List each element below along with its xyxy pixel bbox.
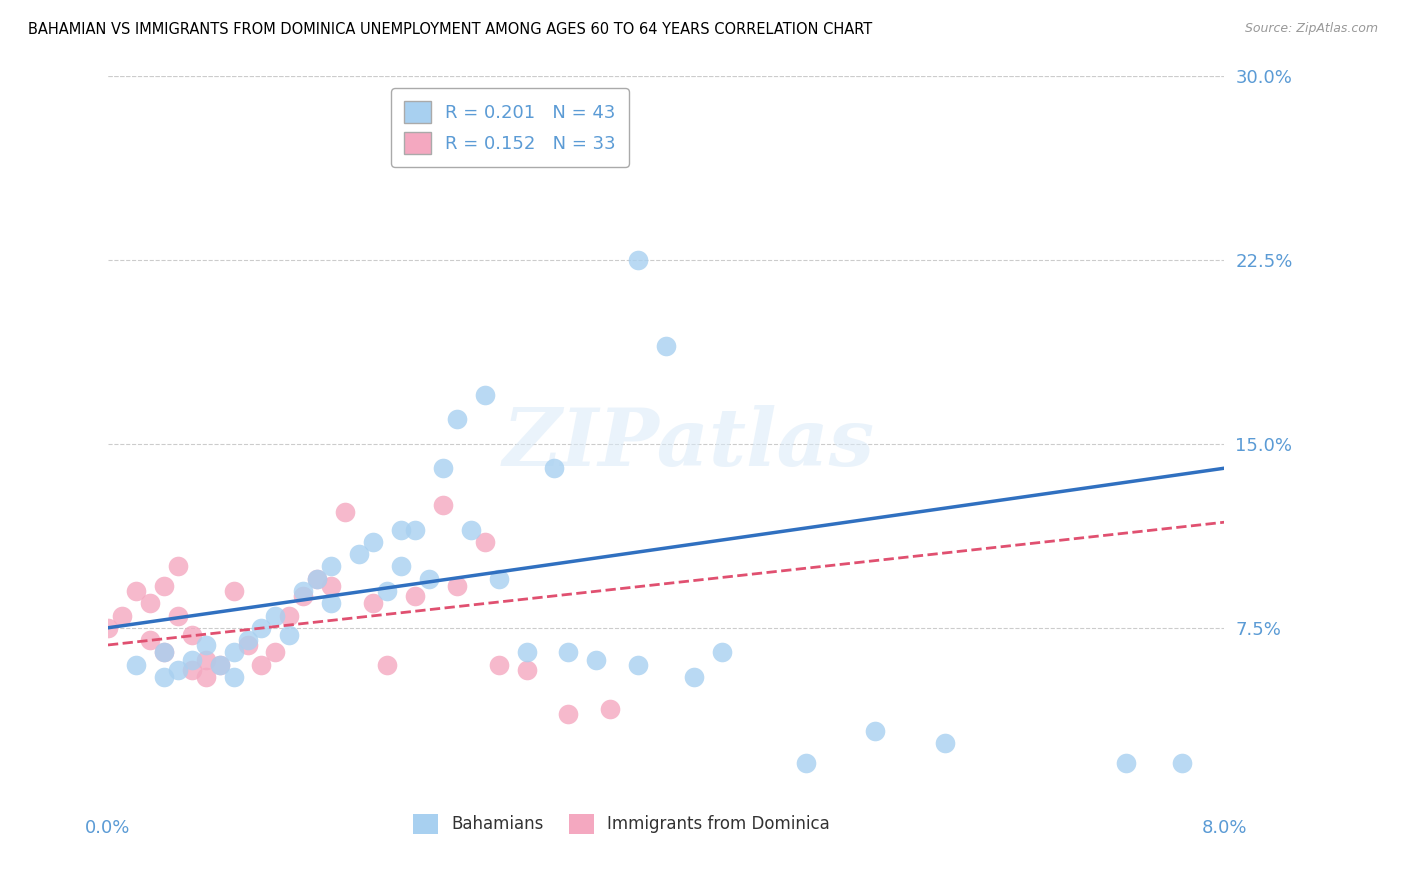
Point xyxy=(404,589,426,603)
Point xyxy=(222,645,245,659)
Point xyxy=(180,663,202,677)
Point xyxy=(432,498,454,512)
Point xyxy=(557,706,579,721)
Point xyxy=(333,505,356,519)
Point xyxy=(655,338,678,352)
Point xyxy=(361,534,384,549)
Point xyxy=(208,657,231,672)
Point xyxy=(208,657,231,672)
Point xyxy=(432,461,454,475)
Point xyxy=(321,559,343,574)
Point xyxy=(585,653,607,667)
Point xyxy=(321,596,343,610)
Point xyxy=(557,645,579,659)
Point xyxy=(375,657,398,672)
Text: BAHAMIAN VS IMMIGRANTS FROM DOMINICA UNEMPLOYMENT AMONG AGES 60 TO 64 YEARS CORR: BAHAMIAN VS IMMIGRANTS FROM DOMINICA UNE… xyxy=(28,22,872,37)
Point xyxy=(125,657,148,672)
Point xyxy=(278,628,301,642)
Point xyxy=(361,596,384,610)
Point xyxy=(152,579,174,593)
Point xyxy=(166,559,188,574)
Point xyxy=(460,523,482,537)
Point xyxy=(236,638,259,652)
Point xyxy=(404,523,426,537)
Point xyxy=(111,608,134,623)
Point xyxy=(543,461,565,475)
Point xyxy=(194,638,217,652)
Point xyxy=(264,645,287,659)
Point xyxy=(307,572,329,586)
Point xyxy=(307,572,329,586)
Point xyxy=(1171,756,1194,770)
Point xyxy=(180,628,202,642)
Point xyxy=(194,653,217,667)
Point xyxy=(292,584,315,599)
Point xyxy=(139,596,162,610)
Point xyxy=(264,608,287,623)
Point xyxy=(627,657,650,672)
Point xyxy=(125,584,148,599)
Point xyxy=(166,608,188,623)
Point xyxy=(474,387,496,401)
Point xyxy=(194,670,217,684)
Point xyxy=(474,534,496,549)
Point xyxy=(321,579,343,593)
Point xyxy=(710,645,733,659)
Legend: Bahamians, Immigrants from Dominica: Bahamians, Immigrants from Dominica xyxy=(404,804,839,844)
Point xyxy=(180,653,202,667)
Point xyxy=(250,657,273,672)
Point xyxy=(292,589,315,603)
Point xyxy=(347,547,370,561)
Point xyxy=(934,736,956,750)
Point xyxy=(250,621,273,635)
Point xyxy=(488,572,510,586)
Point xyxy=(152,645,174,659)
Point xyxy=(1115,756,1137,770)
Point xyxy=(97,621,120,635)
Point xyxy=(515,663,537,677)
Point xyxy=(865,723,887,738)
Point xyxy=(222,584,245,599)
Point xyxy=(627,252,650,267)
Point xyxy=(166,663,188,677)
Text: ZIPatlas: ZIPatlas xyxy=(502,405,875,483)
Point xyxy=(446,412,468,426)
Point xyxy=(278,608,301,623)
Point xyxy=(375,584,398,599)
Point xyxy=(515,645,537,659)
Point xyxy=(794,756,817,770)
Point xyxy=(488,657,510,672)
Point xyxy=(152,645,174,659)
Point xyxy=(389,559,412,574)
Point xyxy=(599,702,621,716)
Point xyxy=(236,633,259,648)
Point xyxy=(418,572,440,586)
Point xyxy=(389,523,412,537)
Point xyxy=(139,633,162,648)
Text: Source: ZipAtlas.com: Source: ZipAtlas.com xyxy=(1244,22,1378,36)
Point xyxy=(152,670,174,684)
Point xyxy=(683,670,706,684)
Point xyxy=(446,579,468,593)
Point xyxy=(222,670,245,684)
